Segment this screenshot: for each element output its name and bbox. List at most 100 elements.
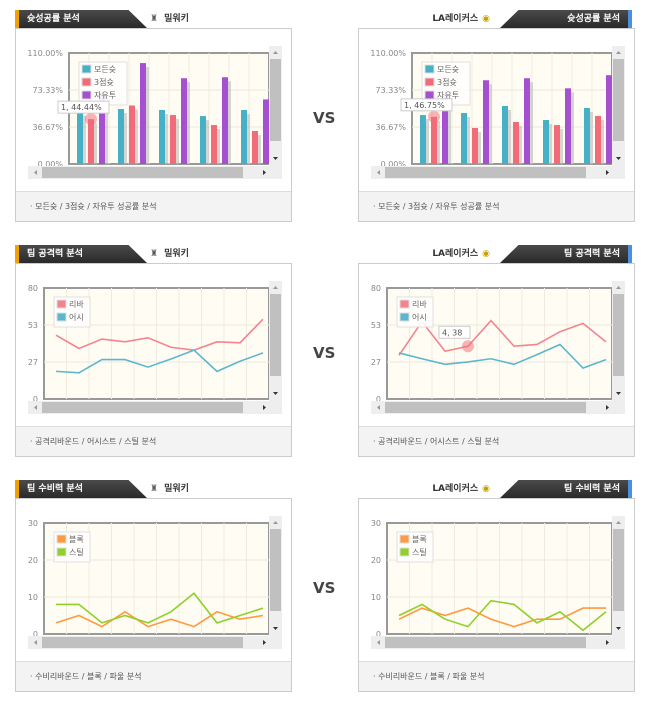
series-line — [55, 349, 264, 374]
y-tick-label: 0 — [376, 630, 381, 639]
tooltip-box — [57, 100, 110, 114]
scroll-down-arrow-icon[interactable] — [273, 157, 278, 160]
horizontal-scroll-thumb[interactable] — [42, 167, 243, 178]
scroll-right-arrow-icon[interactable] — [263, 405, 266, 410]
team-name: ♜ 밀워키 — [150, 480, 189, 498]
chart-footer-note: · 모든슛 / 3점슛 / 자유투 성공률 분석 — [359, 191, 634, 221]
series-group — [398, 319, 607, 369]
scroll-left-arrow-icon[interactable] — [34, 170, 37, 175]
y-tick-label: 73.33% — [375, 86, 406, 95]
legend-swatch — [81, 77, 92, 87]
team-name: ♜ 밀워키 — [150, 245, 189, 263]
y-tick-label: 0.00% — [381, 160, 407, 169]
scroll-down-arrow-icon[interactable] — [616, 627, 621, 630]
chart-footer-note: · 모든슛 / 3점슛 / 자유투 성공률 분석 — [16, 191, 291, 221]
scroll-up-arrow-icon[interactable] — [616, 286, 621, 289]
scroll-up-arrow-icon[interactable] — [616, 51, 621, 54]
scroll-down-arrow-icon[interactable] — [273, 627, 278, 630]
scroll-right-arrow-icon[interactable] — [263, 170, 266, 175]
y-tick-label: 80 — [371, 284, 381, 293]
scroll-up-arrow-icon[interactable] — [273, 521, 278, 524]
series-group — [77, 63, 269, 164]
scroll-down-arrow-icon[interactable] — [616, 392, 621, 395]
legend-label: 자유투 — [94, 91, 116, 100]
legend-swatch — [56, 547, 67, 557]
legend-label: 모든슛 — [437, 65, 459, 74]
team-name: LA레이커스 ◉ — [432, 245, 490, 263]
vs-label: VS — [313, 344, 336, 362]
legend-box — [53, 296, 91, 328]
vertical-scroll-thumb[interactable] — [270, 59, 281, 141]
tooltip-label: 1, 44.44% — [61, 103, 102, 112]
y-tick-label: 110.00% — [27, 49, 63, 58]
vertical-scroll-thumb[interactable] — [270, 294, 281, 376]
bar — [513, 122, 519, 164]
y-tick-label: 30 — [28, 519, 38, 528]
scroll-right-arrow-icon[interactable] — [606, 405, 609, 410]
vertical-scroll-thumb[interactable] — [613, 59, 624, 141]
team-logo-icon: ♜ — [150, 484, 159, 494]
chart-panel: · 수비리바운드 / 블록 / 파울 분석 30 20 10 0 블록 스틸 — [15, 498, 292, 692]
y-tick-label: 10 — [371, 593, 381, 602]
scroll-down-arrow-icon[interactable] — [273, 392, 278, 395]
legend-label: 스틸 — [412, 547, 427, 557]
section-tab: 팀 수비력 분석 — [500, 480, 632, 498]
y-tick-label: 53 — [371, 321, 381, 330]
horizontal-scroll-thumb[interactable] — [385, 637, 586, 648]
team-name-label: LA레이커스 — [432, 14, 479, 24]
legend-swatch — [424, 77, 435, 87]
scroll-up-arrow-icon[interactable] — [616, 521, 621, 524]
team-name-label: LA레이커스 — [432, 249, 479, 259]
bar — [420, 115, 426, 164]
chart-footer-note: · 공격리바운드 / 어시스트 / 스틸 분석 — [359, 426, 634, 456]
y-tick-label: 36.67% — [32, 123, 63, 132]
horizontal-scroll-thumb[interactable] — [42, 637, 243, 648]
horizontal-scroll-thumb[interactable] — [42, 402, 243, 413]
bar — [543, 120, 549, 164]
scroll-left-arrow-icon[interactable] — [34, 405, 37, 410]
legend-label: 블록 — [69, 534, 84, 544]
bullet-icon: · — [373, 202, 379, 211]
scroll-left-arrow-icon[interactable] — [377, 640, 380, 645]
bar — [181, 78, 187, 164]
scroll-left-arrow-icon[interactable] — [34, 640, 37, 645]
chart-footer-note: · 공격리바운드 / 어시스트 / 스틸 분석 — [16, 426, 291, 456]
tooltip-box — [400, 98, 453, 112]
footer-text: 모든슛 / 3점슛 / 자유투 성공률 분석 — [378, 202, 500, 211]
scroll-left-arrow-icon[interactable] — [377, 170, 380, 175]
bar — [595, 115, 601, 164]
vertical-scroll-thumb[interactable] — [613, 529, 624, 611]
scroll-down-arrow-icon[interactable] — [616, 157, 621, 160]
scroll-up-arrow-icon[interactable] — [273, 51, 278, 54]
horizontal-scroll-thumb[interactable] — [385, 167, 586, 178]
y-tick-label: 0 — [376, 395, 381, 404]
horizontal-scroll-thumb[interactable] — [385, 402, 586, 413]
hover-marker — [462, 340, 474, 353]
scroll-up-arrow-icon[interactable] — [273, 286, 278, 289]
vertical-scroll-thumb[interactable] — [613, 294, 624, 376]
bar — [252, 131, 258, 164]
team-logo-icon: ♜ — [150, 14, 159, 24]
team-logo-icon: ◉ — [482, 249, 490, 259]
vertical-scroll-thumb[interactable] — [270, 529, 281, 611]
y-tick-label: 10 — [28, 593, 38, 602]
bar — [483, 80, 489, 164]
scroll-right-arrow-icon[interactable] — [606, 640, 609, 645]
legend-label: 3점슛 — [94, 77, 114, 87]
legend-swatch — [399, 299, 410, 309]
y-tick-label: 27 — [371, 358, 381, 367]
bar — [554, 125, 560, 164]
scroll-right-arrow-icon[interactable] — [263, 640, 266, 645]
scroll-right-arrow-icon[interactable] — [606, 170, 609, 175]
series-group — [55, 592, 264, 628]
bullet-icon: · — [30, 437, 36, 446]
scroll-left-arrow-icon[interactable] — [377, 405, 380, 410]
tooltip-label: 1, 46.75% — [404, 101, 445, 110]
footer-text: 공격리바운드 / 어시스트 / 스틸 분석 — [35, 437, 157, 446]
bar — [170, 115, 176, 164]
